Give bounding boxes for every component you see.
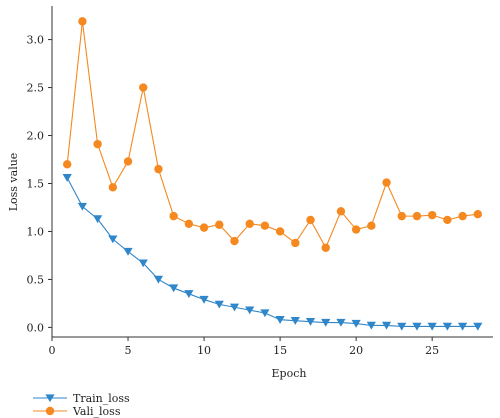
- train-loss-point: [62, 174, 72, 182]
- ticks: 0 5 10 15 20 25 0.0 0.5 1.0 1.5 2.0 2.5 3.0: [27, 34, 440, 357]
- vali-loss-point: [199, 223, 209, 232]
- vali-loss-point: [154, 164, 163, 174]
- train-loss-point: [153, 275, 164, 284]
- train-loss-line: [66, 177, 478, 327]
- vali-loss-point: [291, 238, 300, 248]
- train-loss-point: [321, 318, 331, 327]
- vali-loss-point: [306, 215, 315, 225]
- x-tick-label: 25: [425, 344, 439, 357]
- x-axis-label: Epoch: [272, 367, 307, 380]
- y-tick-label: 1.0: [27, 225, 45, 238]
- series-layer: [62, 17, 483, 331]
- train-loss-point: [275, 316, 285, 324]
- vali-loss-point: [63, 160, 72, 169]
- vali-loss-point: [412, 211, 422, 221]
- vali-loss-point: [93, 139, 102, 149]
- x-tick-label: 20: [349, 344, 363, 357]
- series-train-loss: [62, 174, 483, 331]
- train-loss-point: [381, 321, 392, 330]
- series-vali-loss: [63, 17, 482, 252]
- legend-label: Train_loss: [73, 392, 130, 405]
- train-loss-point: [336, 318, 346, 327]
- train-loss-point: [412, 322, 422, 331]
- legend-marker: [45, 394, 55, 403]
- legend-item-vali-loss: Vali_loss: [33, 405, 121, 418]
- vali-loss-point: [78, 17, 87, 26]
- vali-loss-point: [139, 83, 148, 92]
- x-tick-label: 15: [273, 344, 287, 357]
- train-loss-point: [93, 215, 103, 224]
- vali-loss-point: [123, 157, 133, 166]
- vali-loss-point: [321, 243, 330, 252]
- legend-marker: [45, 406, 55, 416]
- y-tick-label: 0.0: [27, 321, 45, 334]
- y-tick-label: 0.5: [27, 273, 45, 286]
- train-loss-point: [229, 303, 240, 312]
- y-axis-label: Loss value: [7, 153, 20, 212]
- vali-loss-point: [336, 207, 346, 216]
- train-loss-point: [260, 309, 270, 318]
- train-loss-point: [169, 284, 179, 293]
- vali-loss-point: [458, 211, 467, 221]
- vali-loss-point: [473, 209, 482, 219]
- vali-loss-point: [397, 211, 406, 221]
- y-tick-label: 2.5: [27, 82, 45, 95]
- train-loss-point: [290, 317, 300, 325]
- legend-item-train-loss: Train_loss: [33, 392, 130, 405]
- train-loss-point: [199, 295, 209, 304]
- vali-loss-line: [66, 21, 478, 250]
- train-loss-point: [427, 322, 437, 331]
- vali-loss-point: [230, 236, 239, 246]
- vali-loss-point: [215, 220, 224, 229]
- vali-loss-point: [184, 219, 194, 228]
- vali-loss-point: [427, 210, 437, 220]
- legend-label: Vali_loss: [72, 405, 121, 418]
- x-tick-label: 0: [49, 344, 56, 357]
- vali-loss-point: [169, 211, 178, 221]
- vali-loss-point: [443, 215, 452, 225]
- train-loss-point: [77, 202, 88, 211]
- train-loss-point: [108, 235, 118, 244]
- train-loss-point: [442, 322, 452, 331]
- x-tick-label: 5: [125, 344, 132, 357]
- train-loss-point: [245, 306, 255, 315]
- y-tick-label: 1.5: [27, 177, 45, 190]
- vali-loss-point: [108, 183, 118, 192]
- train-loss-point: [473, 322, 483, 331]
- train-loss-point: [138, 259, 148, 268]
- train-loss-point: [457, 322, 468, 331]
- train-loss-point: [351, 319, 361, 328]
- train-loss-point: [123, 247, 133, 256]
- vali-loss-point: [260, 221, 270, 230]
- train-loss-point: [214, 300, 224, 309]
- x-tick-label: 10: [197, 344, 211, 357]
- train-loss-point: [184, 290, 194, 298]
- vali-loss-point: [382, 178, 391, 187]
- vali-loss-point: [351, 225, 361, 234]
- train-loss-point: [305, 317, 316, 326]
- train-loss-point: [366, 321, 376, 330]
- vali-loss-point: [275, 227, 285, 236]
- y-tick-label: 3.0: [27, 34, 45, 47]
- y-tick-label: 2.0: [27, 130, 45, 143]
- axes: [51, 6, 493, 338]
- train-loss-point: [397, 322, 407, 331]
- vali-loss-point: [245, 219, 254, 228]
- vali-loss-point: [367, 221, 376, 230]
